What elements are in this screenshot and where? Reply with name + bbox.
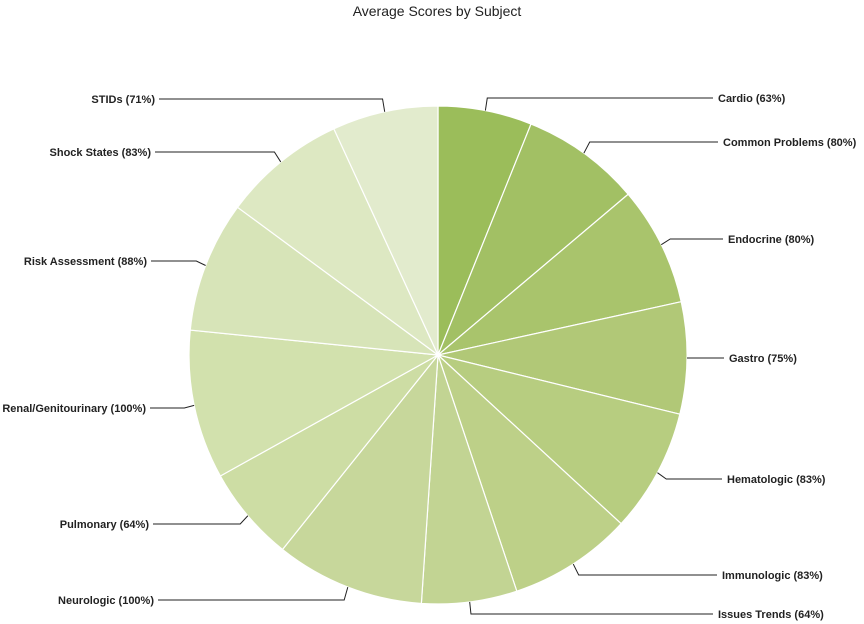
slice-labels: Cardio (63%) Common Problems (80%) Endocri… bbox=[2, 93, 856, 621]
slice-risk-assessment bbox=[189, 206, 441, 356]
leader-neurologic bbox=[158, 586, 349, 601]
label-neurologic: Neurologic (100%) bbox=[58, 595, 154, 607]
leader-risk-assessment bbox=[151, 260, 206, 266]
leader-endocrine bbox=[660, 238, 723, 246]
slice-shock-states bbox=[236, 128, 439, 356]
label-endocrine: Endocrine (80%) bbox=[728, 234, 815, 246]
leader-renal-genitourinary bbox=[150, 404, 195, 409]
label-issues-trends: Issues Trends (64%) bbox=[718, 609, 824, 621]
label-pulmonary: Pulmonary (64%) bbox=[60, 519, 150, 531]
label-risk-assessment: Risk Assessment (88%) bbox=[24, 256, 147, 268]
chart-title: Average Scores by Subject bbox=[353, 3, 522, 19]
label-common-problems: Common Problems (80%) bbox=[723, 137, 857, 149]
leader-immunologic bbox=[572, 563, 717, 576]
label-immunologic: Immunologic (83%) bbox=[722, 570, 823, 582]
leader-pulmonary bbox=[153, 515, 249, 525]
label-hematologic: Hematologic (83%) bbox=[727, 474, 826, 486]
label-stids: STIDs (71%) bbox=[91, 94, 155, 106]
label-renal-genitourinary: Renal/Genitourinary (100%) bbox=[2, 403, 146, 415]
pie-slices bbox=[188, 105, 688, 605]
leader-issues-trends bbox=[469, 601, 713, 615]
leader-cardio bbox=[484, 97, 713, 111]
label-shock-states: Shock States (83%) bbox=[50, 147, 152, 159]
slice-common-problems bbox=[437, 123, 629, 356]
label-leaders bbox=[150, 97, 724, 615]
leader-common-problems bbox=[583, 141, 718, 154]
label-cardio: Cardio (63%) bbox=[718, 93, 786, 105]
leader-shock-states bbox=[155, 151, 282, 163]
leader-stids bbox=[159, 98, 386, 112]
slice-renal-genitourinary bbox=[188, 329, 440, 477]
label-gastro: Gastro (75%) bbox=[729, 353, 797, 365]
slice-stids bbox=[333, 105, 439, 356]
slice-gastro bbox=[437, 300, 688, 415]
leader-hematologic bbox=[657, 472, 722, 480]
